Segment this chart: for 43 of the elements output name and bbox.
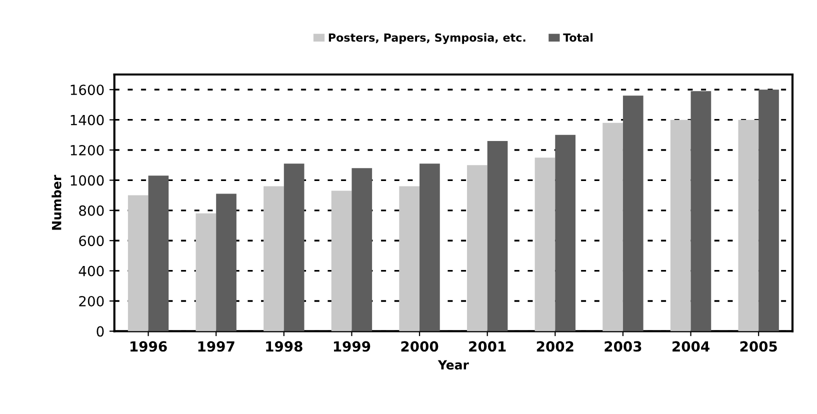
- x-tick-label: 2005: [740, 341, 777, 352]
- y-tick-label: 400: [78, 266, 104, 276]
- y-tick-label: 200: [79, 296, 104, 306]
- legend-label: Total: [563, 33, 592, 42]
- y-tick-label: 0: [96, 326, 104, 337]
- x-tick-label: 2003: [604, 341, 642, 352]
- bar: [555, 134, 576, 332]
- x-tick-label: 1998: [266, 341, 302, 352]
- bar: [602, 122, 623, 332]
- y-tick-label: 1200: [70, 144, 104, 156]
- bar: [216, 194, 236, 332]
- bar: [534, 158, 556, 332]
- bar: [420, 164, 440, 332]
- x-tick-label: 1999: [334, 341, 370, 352]
- y-axis-title: Number: [52, 174, 62, 230]
- bar: [670, 120, 691, 332]
- bar: [622, 96, 644, 332]
- x-tick-label: 1997: [198, 341, 234, 352]
- y-tick-label: 800: [79, 205, 104, 216]
- bar: [466, 165, 488, 332]
- x-tick-label: 2004: [672, 341, 710, 352]
- y-tick-label: 1000: [70, 175, 104, 186]
- bar: [331, 190, 352, 332]
- x-tick-label: 1996: [130, 341, 167, 352]
- bar: [264, 186, 284, 332]
- y-tick-label: 1400: [70, 114, 104, 126]
- x-tick-label: 2002: [536, 341, 574, 352]
- y-tick-label: 1600: [70, 84, 104, 96]
- bar: [738, 120, 759, 332]
- bar: [352, 168, 372, 332]
- bar: [399, 186, 420, 332]
- x-axis-title: Year: [438, 360, 469, 370]
- legend-label: Posters, Papers, Symposia, etc.: [328, 33, 526, 44]
- y-tick-label: 600: [79, 236, 104, 246]
- x-tick-label: 2001: [469, 341, 506, 352]
- bar: [196, 213, 216, 332]
- bar: [128, 195, 148, 332]
- x-tick-label: 2000: [401, 341, 438, 352]
- bar: [487, 140, 508, 332]
- bar: [758, 90, 779, 332]
- bar: [284, 164, 304, 332]
- bar: [690, 91, 712, 332]
- bar: [148, 176, 169, 332]
